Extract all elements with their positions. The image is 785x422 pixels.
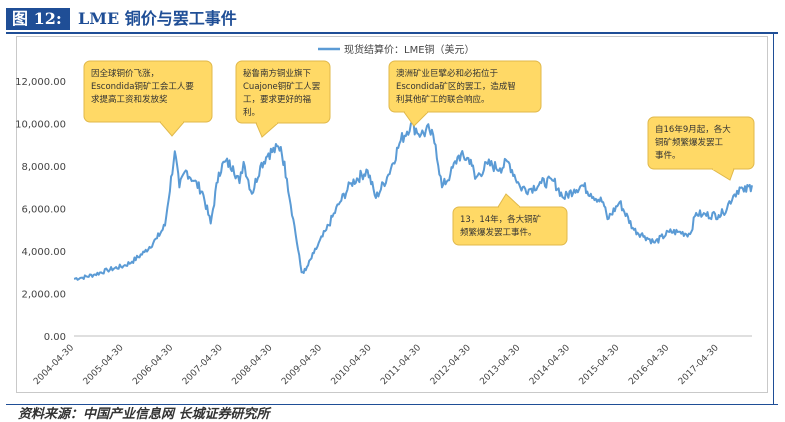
figure-header: 图 12: LME 铜价与罢工事件 <box>6 8 778 34</box>
x-tick-label: 2013-04-30 <box>478 343 522 387</box>
callout-text-line: 澳洲矿业巨擘必和必拓位于 <box>396 68 499 79</box>
callout-text-line: 秘鲁南方铜业旗下 <box>243 68 312 79</box>
callout-text-line: 自16年9月起，各大 <box>655 124 731 135</box>
legend: 现货结算价：LME铜（美元） <box>318 43 475 56</box>
x-tick-label: 2016-04-30 <box>627 343 671 387</box>
callout-text-line: 铜矿频繁爆发罢工 <box>655 137 724 148</box>
y-tick-label: 6,000.00 <box>21 205 66 216</box>
callout-pointer <box>497 193 522 208</box>
legend-label: 现货结算价：LME铜（美元） <box>344 43 475 56</box>
callout-text-line: 频繁爆发罢工事件。 <box>460 227 537 238</box>
callout-text-line: 利。 <box>243 107 260 118</box>
callout-text-line: Escondida矿区的罢工，造成智 <box>396 81 516 92</box>
y-tick-label: 4,000.00 <box>21 247 66 258</box>
callout-text-line: Cuajone铜矿工人罢 <box>243 81 321 92</box>
y-tick-label: 12,000.00 <box>15 77 66 88</box>
callout-text-line: 利其他矿工的联合响应。 <box>396 94 490 105</box>
x-tick-label: 2008-04-30 <box>230 343 274 387</box>
callout-pointer <box>710 168 735 181</box>
x-tick-label: 2017-04-30 <box>677 343 721 387</box>
x-tick-label: 2005-04-30 <box>82 343 126 387</box>
callout-box <box>647 116 755 170</box>
y-tick-label: 8,000.00 <box>21 162 66 173</box>
callout-text-line: 13，14年，各大铜矿 <box>460 214 542 225</box>
callout-box <box>83 60 213 123</box>
y-tick-label: 2,000.00 <box>21 290 66 301</box>
x-tick-label: 2007-04-30 <box>181 343 225 387</box>
figure-title: LME 铜价与罢工事件 <box>78 9 237 28</box>
callout-box <box>452 206 568 246</box>
callout-text-line: 求提高工资和发放奖 <box>91 94 168 105</box>
x-tick-label: 2009-04-30 <box>280 343 324 387</box>
figure-number: 图 12: <box>6 8 70 30</box>
callout-box <box>235 60 331 124</box>
y-tick-label: 10,000.00 <box>15 120 66 131</box>
header-rule <box>6 32 778 34</box>
x-axis: 2004-04-30 2005-04-30 2006-04-30 2007-04-30… <box>32 335 752 387</box>
callout-3: 澳洲矿业巨擘必和必拓位于 Escondida矿区的罢工，造成智利其他矿工的联合响应… <box>388 60 542 127</box>
callout-text-line: 因全球铜价飞涨， <box>91 68 159 79</box>
callout-text-line: 事件。 <box>655 150 681 161</box>
x-tick-label: 2010-04-30 <box>330 343 374 387</box>
x-tick-label: 2011-04-30 <box>379 343 423 387</box>
callout-text-line: Escondida铜矿工会工人要 <box>91 81 194 92</box>
right-rule <box>773 33 774 405</box>
callout-text-line: 工，要求更好的福 <box>243 94 311 105</box>
callout-pointer <box>158 121 186 137</box>
x-tick-label: 2006-04-30 <box>131 343 175 387</box>
x-tick-label: 2015-04-30 <box>578 343 622 387</box>
x-tick-label: 2014-04-30 <box>528 343 572 387</box>
source-note: 资料来源：中国产业信息网 长城证券研究所 <box>18 407 270 422</box>
callout-box <box>388 60 542 113</box>
x-tick-label: 2012-04-30 <box>429 343 473 387</box>
callout-pointer <box>255 122 280 138</box>
footer-rule <box>6 404 778 405</box>
callout-pointer <box>403 111 430 127</box>
x-tick-label: 2004-04-30 <box>32 343 76 387</box>
y-tick-label: 0.00 <box>44 332 66 343</box>
chart-frame <box>16 36 768 393</box>
y-axis: 0.00 2,000.00 4,000.00 6,000.00 8,000.00 10,0… <box>15 77 66 343</box>
